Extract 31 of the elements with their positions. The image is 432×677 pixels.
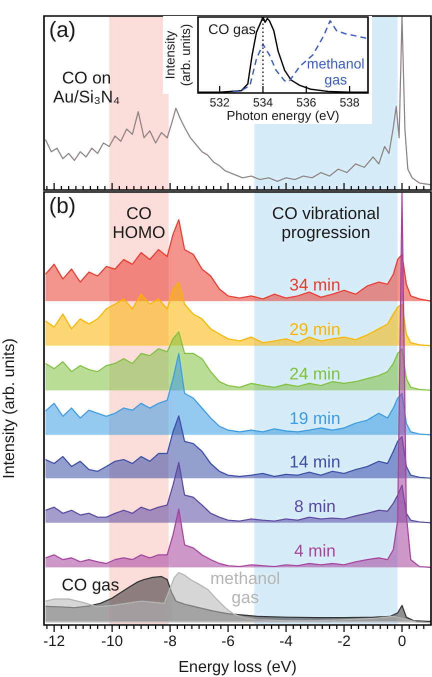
series-label: methanol gas [210, 569, 280, 608]
series-label: 34 min [289, 275, 340, 294]
x-tick-label: 534 [252, 96, 274, 110]
x-tick-label: -10 [101, 633, 123, 650]
x-tick-label: 0 [398, 633, 406, 650]
annotation: (a) [49, 17, 76, 42]
series-label: CO gas [62, 576, 120, 595]
series-label: 14 min [289, 452, 340, 472]
series-label: CO gas [208, 20, 256, 37]
x-tick-label: 536 [296, 96, 317, 110]
x-axis-title: Photon energy (eV) [226, 108, 340, 123]
y-axis-title: Intensity (arb. units) [162, 24, 193, 86]
band-label: CO vibrational progression [272, 204, 380, 242]
series-label: 29 min [289, 320, 340, 339]
x-tick-label: -6 [221, 633, 235, 650]
series-label: 19 min [289, 409, 340, 428]
x-axis-title: Energy loss (eV) [178, 658, 297, 676]
x-tick-label: 538 [340, 96, 360, 110]
series-label: 8 min [294, 497, 336, 516]
x-tick-label: -8 [163, 633, 177, 650]
x-tick-label: -4 [279, 633, 293, 650]
x-tick-label: -12 [43, 633, 65, 650]
series-label: CO on Au/Si₃N₄ [53, 68, 120, 106]
series-label: 4 min [294, 542, 336, 561]
x-tick-label: -2 [337, 633, 351, 650]
series-label: 24 min [289, 364, 340, 384]
annotation: (b) [49, 193, 76, 218]
y-axis-title: Intensity (arb. units) [1, 338, 18, 479]
x-tick-label: 532 [210, 96, 230, 110]
series-label: methanol gas [306, 56, 364, 88]
band-label: CO HOMO [112, 204, 166, 242]
